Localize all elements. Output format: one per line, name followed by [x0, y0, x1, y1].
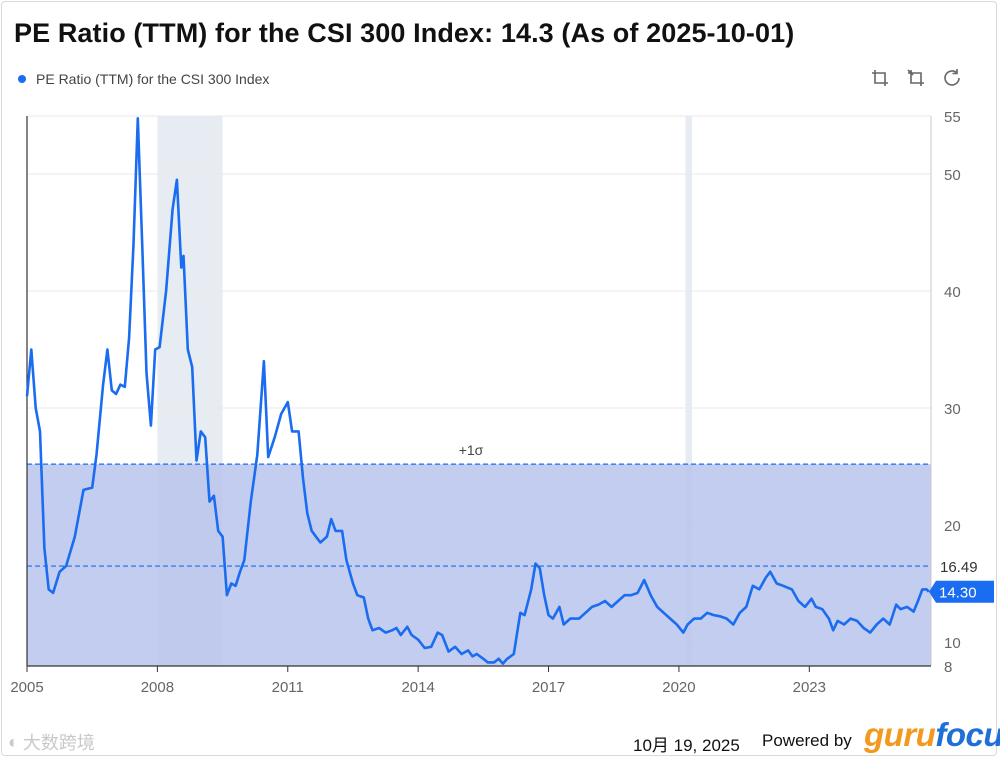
y-tick-label-40: 40 [944, 284, 961, 301]
x-tick-label-2020: 2020 [662, 679, 695, 696]
y-tick-label-55: 55 [944, 109, 961, 126]
recession-shade-1 [685, 116, 692, 666]
y-tick-label-10: 10 [944, 635, 961, 652]
x-tick-label-2011: 2011 [272, 679, 304, 696]
sigma-band [27, 464, 931, 666]
series-line [25, 117, 930, 665]
footer-date: 10月 19, 2025 [633, 736, 740, 755]
x-tick-label-2014: 2014 [401, 679, 434, 696]
watermark-text: 大数跨境 [22, 733, 95, 753]
current-value-label: 14.30 [939, 585, 977, 602]
legend[interactable]: PE Ratio (TTM) for the CSI 300 Index [18, 71, 269, 87]
x-tick-label-2005: 2005 [10, 679, 43, 696]
y-tick-label-50: 50 [944, 167, 961, 184]
watermark-icon: ◐ [8, 731, 19, 752]
y-tick-label-30: 30 [944, 401, 961, 418]
brand-part-focus: focus [935, 716, 1000, 753]
zoom-in-icon[interactable] [868, 66, 892, 90]
refresh-icon[interactable] [940, 66, 964, 90]
gurufocus-logo[interactable]: gurufocus [864, 716, 1000, 754]
watermark: ◐ 大数跨境 [8, 729, 95, 755]
x-tick-label-2017: 2017 [532, 679, 565, 696]
zoom-reset-icon[interactable] [904, 66, 928, 90]
chart-title: PE Ratio (TTM) for the CSI 300 Index: 14… [14, 18, 795, 48]
x-tick-label-2008: 2008 [141, 679, 174, 696]
chart-toolbar [868, 66, 964, 90]
current-value-badge [929, 580, 994, 603]
y-tick-label-8: 8 [944, 659, 952, 676]
x-tick-label-2023: 2023 [793, 679, 826, 696]
brand-part-guru: guru [864, 716, 936, 753]
legend-label: PE Ratio (TTM) for the CSI 300 Index [36, 71, 270, 87]
footer-powered-by: Powered by [762, 731, 852, 750]
y-tick-label-20: 20 [944, 518, 961, 535]
mean-value-label: 16.49 [940, 559, 978, 576]
sigma-label: +1σ [459, 442, 484, 458]
legend-marker [18, 75, 26, 83]
